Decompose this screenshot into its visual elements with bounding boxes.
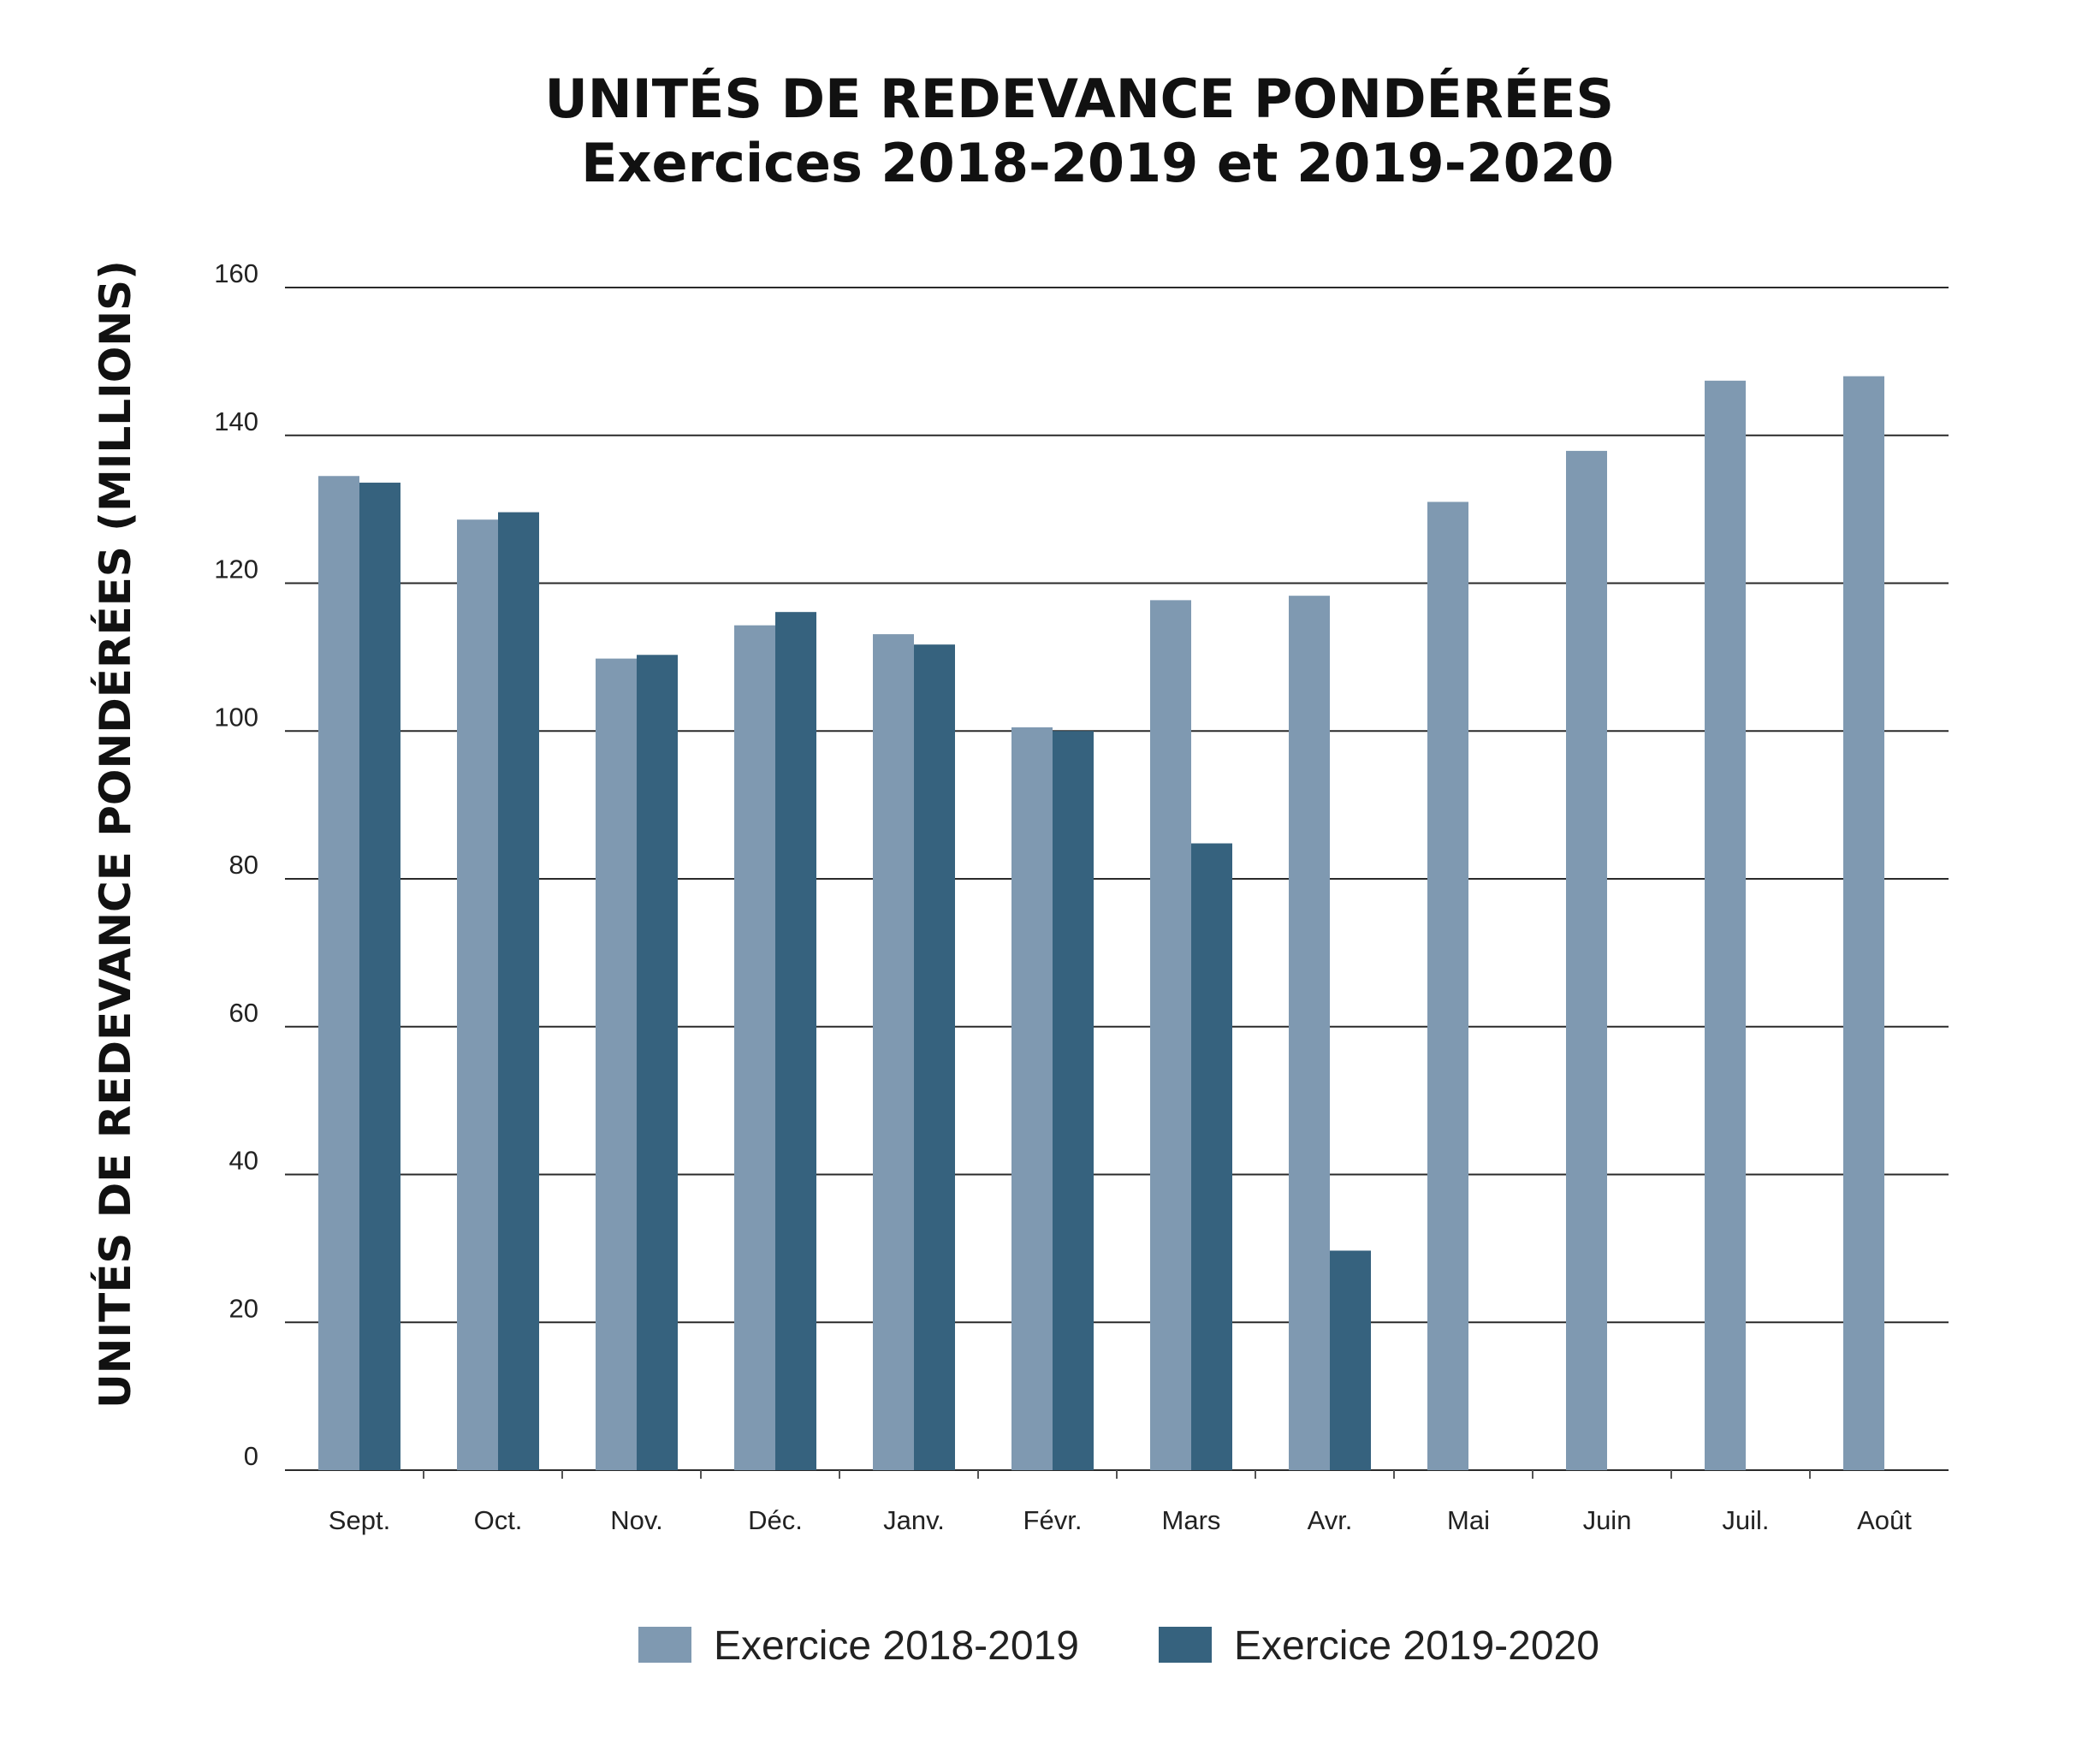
x-tick-labels: Sept. Oct. Nov. Déc. Janv. Févr. Mars Avr. Mai Ju… [329, 1470, 1912, 1535]
x-tick-label: Déc. [748, 1505, 803, 1535]
x-tick-label: Mai [1447, 1505, 1490, 1535]
bar-series-1 [457, 519, 498, 1470]
x-tick-label: Janv. [883, 1505, 945, 1535]
y-tick-labels: 0 20 40 60 80 100 120 140 160 [214, 258, 258, 1471]
x-tick-label: Juil. [1722, 1505, 1769, 1535]
bar-series-2 [1330, 1250, 1371, 1470]
gridlines [285, 287, 1949, 1471]
bar-series-2 [359, 483, 400, 1470]
x-tick-label: Août [1857, 1505, 1912, 1535]
legend: Exercice 2018-2019 Exercice 2019-2020 [638, 1623, 1599, 1669]
chart-subtitle: Exercices 2018-2019 et 2019-2020 [581, 132, 1614, 194]
bar-series-1 [596, 658, 637, 1470]
bar-series-1 [873, 634, 914, 1470]
bar-series-1 [1566, 450, 1607, 1471]
x-tick-label: Avr. [1308, 1505, 1353, 1535]
bar-series-1 [1289, 596, 1330, 1470]
bar-series-2 [1191, 843, 1232, 1470]
x-tick-label: Juin [1583, 1505, 1632, 1535]
bar-series-2 [914, 644, 955, 1470]
legend-swatch [1159, 1627, 1212, 1663]
x-tick-label: Oct. [474, 1505, 523, 1535]
bar-series-1 [1150, 600, 1191, 1470]
y-tick-label: 20 [229, 1293, 258, 1323]
chart-title: UNITÉS DE REDEVANCE PONDÉRÉES [544, 68, 1614, 130]
y-tick-label: 160 [214, 258, 258, 288]
bar-series-2 [498, 512, 539, 1470]
bar-series-1 [318, 476, 359, 1470]
bar-series-2 [1053, 731, 1094, 1470]
bar-series-2 [637, 655, 678, 1470]
x-tick-label: Mars [1162, 1505, 1221, 1535]
y-tick-label: 100 [214, 702, 258, 732]
y-tick-label: 80 [229, 850, 258, 880]
y-tick-label: 140 [214, 406, 258, 436]
y-tick-label: 0 [244, 1441, 258, 1471]
bar-series-1 [1705, 380, 1746, 1470]
legend-swatch [638, 1627, 691, 1663]
bars [318, 376, 1884, 1471]
y-tick-label: 120 [214, 555, 258, 584]
legend-label: Exercice 2019-2020 [1234, 1623, 1599, 1669]
y-tick-label: 60 [229, 998, 258, 1028]
bar-series-1 [1427, 501, 1468, 1470]
bar-series-1 [1843, 376, 1884, 1470]
legend-label: Exercice 2018-2019 [714, 1623, 1079, 1669]
x-tick-label: Sept. [329, 1505, 390, 1535]
bar-series-2 [775, 612, 816, 1470]
x-tick-label: Nov. [610, 1505, 662, 1535]
x-tick-label: Févr. [1023, 1505, 1083, 1535]
bar-series-1 [734, 625, 775, 1470]
y-axis-title: UNITÉS DE REDEVANCE PONDÉRÉES (MILLIONS) [90, 260, 140, 1409]
bar-series-1 [1011, 727, 1053, 1470]
y-tick-label: 40 [229, 1146, 258, 1176]
